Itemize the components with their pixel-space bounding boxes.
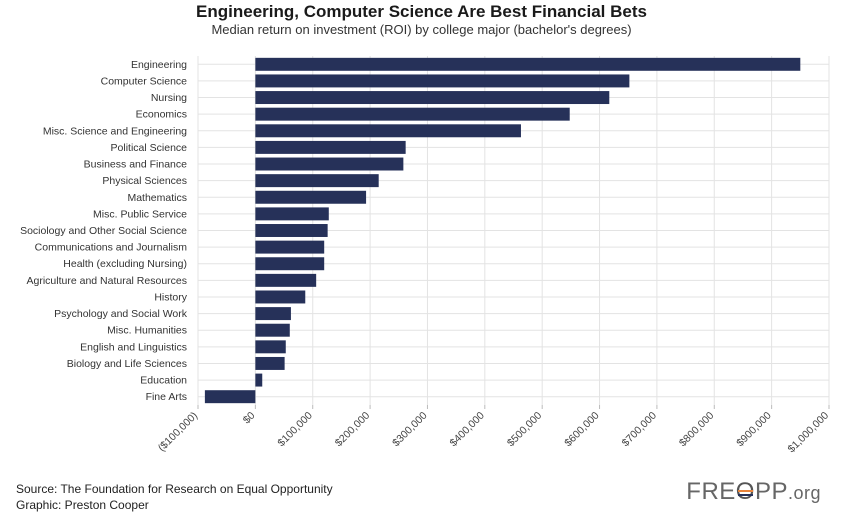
bar bbox=[255, 124, 521, 138]
category-label: Fine Arts bbox=[146, 391, 187, 403]
x-tick-label: ($100,000) bbox=[156, 410, 200, 454]
chart-subtitle: Median return on investment (ROI) by col… bbox=[211, 22, 632, 37]
bar bbox=[255, 340, 286, 354]
logo-o-mark: O bbox=[736, 478, 755, 506]
category-label: History bbox=[154, 291, 187, 303]
category-label: Communications and Journalism bbox=[35, 242, 188, 254]
bar bbox=[255, 273, 317, 287]
category-label: Mathematics bbox=[127, 192, 187, 204]
freopp-logo: FREOPP.org bbox=[686, 478, 821, 506]
category-label: Misc. Public Service bbox=[93, 208, 187, 220]
x-tick-label: $300,000 bbox=[390, 410, 430, 450]
source-note: Source: The Foundation for Research on E… bbox=[16, 482, 333, 496]
bar bbox=[255, 57, 801, 71]
category-label: Nursing bbox=[151, 92, 187, 104]
category-label: Engineering bbox=[131, 59, 187, 71]
chart-title: Engineering, Computer Science Are Best F… bbox=[196, 2, 647, 21]
category-label: Sociology and Other Social Science bbox=[20, 225, 187, 237]
bar bbox=[255, 157, 404, 171]
bar bbox=[255, 373, 263, 387]
bar bbox=[255, 290, 306, 304]
x-tick-label: $700,000 bbox=[620, 410, 660, 450]
logo-text-org: .org bbox=[787, 483, 821, 503]
bar bbox=[255, 140, 406, 154]
x-tick-label: $800,000 bbox=[677, 410, 717, 450]
category-label: Education bbox=[140, 375, 187, 387]
category-label: Business and Finance bbox=[84, 159, 187, 171]
category-label: Psychology and Social Work bbox=[54, 308, 188, 320]
bar bbox=[255, 190, 367, 204]
bar bbox=[255, 257, 325, 271]
x-tick-label: $0 bbox=[241, 410, 258, 427]
logo-text-pp: PP bbox=[754, 478, 788, 505]
bar bbox=[255, 107, 570, 121]
bar bbox=[255, 307, 291, 321]
x-tick-label: $500,000 bbox=[505, 410, 545, 450]
x-tick-label: $1,000,000 bbox=[785, 410, 831, 456]
category-label: Computer Science bbox=[101, 75, 188, 87]
graphic-credit: Graphic: Preston Cooper bbox=[16, 498, 149, 512]
category-label: English and Linguistics bbox=[80, 341, 187, 353]
x-tick-label: $400,000 bbox=[447, 410, 487, 450]
category-label: Misc. Humanities bbox=[107, 325, 187, 337]
bar bbox=[255, 91, 610, 105]
category-label: Misc. Science and Engineering bbox=[43, 125, 187, 137]
category-label: Biology and Life Sciences bbox=[67, 358, 187, 370]
category-label: Economics bbox=[136, 109, 187, 121]
x-tick-label: $200,000 bbox=[333, 410, 373, 450]
x-tick-label: $100,000 bbox=[275, 410, 315, 450]
x-tick-label: $900,000 bbox=[734, 410, 774, 450]
bar bbox=[255, 224, 328, 237]
roi-bar-chart: Engineering Computer Science Nursing Econom… bbox=[20, 56, 831, 456]
bar bbox=[255, 240, 325, 254]
bar bbox=[255, 207, 329, 221]
bar bbox=[255, 323, 290, 337]
category-label: Health (excluding Nursing) bbox=[63, 258, 187, 270]
bar bbox=[255, 74, 630, 88]
bar bbox=[255, 356, 285, 370]
category-label: Agriculture and Natural Resources bbox=[27, 275, 188, 287]
bar bbox=[204, 390, 256, 404]
category-label: Physical Sciences bbox=[102, 175, 187, 187]
logo-text-fre: FRE bbox=[686, 478, 736, 505]
bar bbox=[255, 174, 379, 188]
category-label: Political Science bbox=[111, 142, 188, 154]
x-tick-label: $600,000 bbox=[562, 410, 602, 450]
